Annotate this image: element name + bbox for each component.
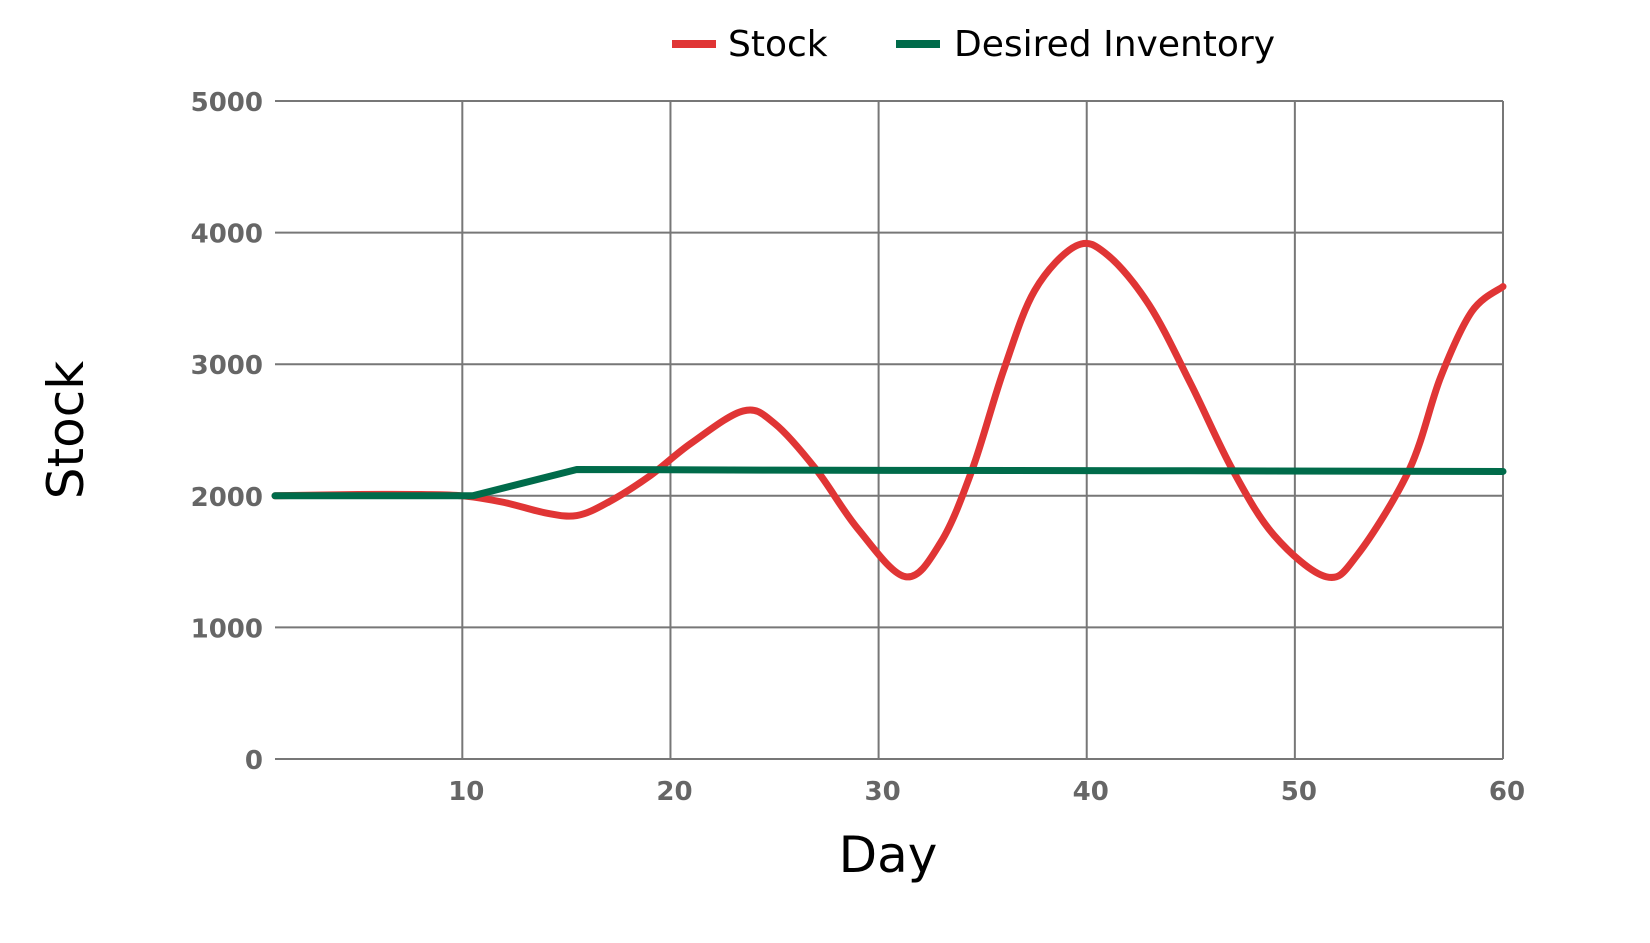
y-tick-label: 3000 — [191, 351, 263, 381]
legend: Stock Desired Inventory — [672, 24, 1275, 65]
x-tick-label: 60 — [1489, 777, 1525, 807]
legend-label: Desired Inventory — [954, 24, 1275, 65]
x-tick-label: 50 — [1281, 777, 1317, 807]
series-line-stock — [271, 239, 1507, 581]
x-tick-label: 20 — [656, 777, 692, 807]
legend-swatch — [672, 40, 716, 48]
series-layer — [271, 239, 1507, 581]
y-tick-label: 5000 — [191, 88, 263, 118]
y-axis-ticks: 0 1000 2000 3000 4000 5000 — [191, 88, 263, 776]
y-tick-label: 4000 — [191, 220, 263, 250]
x-axis-label: Day — [839, 826, 938, 884]
y-tick-label: 0 — [245, 746, 263, 776]
legend-label: Stock — [728, 24, 828, 65]
x-tick-label: 10 — [448, 777, 484, 807]
y-tick-label: 2000 — [191, 483, 263, 513]
x-tick-label: 30 — [864, 777, 900, 807]
y-tick-label: 1000 — [191, 614, 263, 644]
series-line-desired-inventory — [271, 465, 1507, 500]
legend-swatch — [896, 40, 940, 48]
x-tick-label: 40 — [1073, 777, 1109, 807]
x-axis-ticks: 10 20 30 40 50 60 — [448, 777, 1525, 807]
grid — [275, 100, 1504, 760]
y-axis-label: Stock — [37, 361, 95, 499]
